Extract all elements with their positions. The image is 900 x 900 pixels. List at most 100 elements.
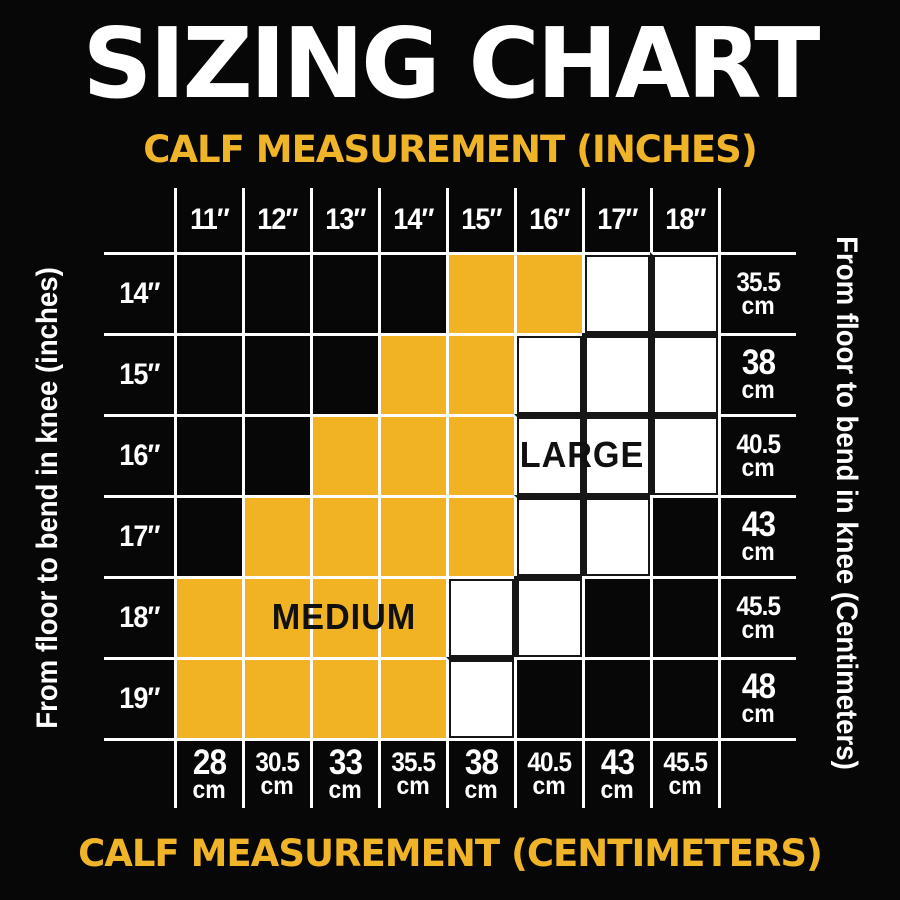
grid-cell <box>514 657 582 738</box>
row-label-text: 14″ <box>118 277 160 310</box>
cm-row-label: 48 cm <box>718 657 796 738</box>
cm-row-value: 48 <box>741 667 776 707</box>
cm-column-label: 33 cm <box>310 738 378 808</box>
grid-cell <box>650 414 718 495</box>
grid-cell <box>310 252 378 333</box>
column-header-label: 12″ <box>257 203 298 236</box>
cm-column-label: 45.5 cm <box>650 738 718 808</box>
row-label: 17″ <box>104 495 174 576</box>
header-corner-spacer <box>104 188 174 252</box>
grid-cell <box>310 333 378 414</box>
footer-corner-spacer <box>104 738 174 808</box>
cm-row-value: 38 <box>741 343 776 383</box>
row-label: 16″ <box>104 414 174 495</box>
grid-cell <box>310 495 378 576</box>
grid-cell <box>446 333 514 414</box>
grid-cell <box>650 333 718 414</box>
top-axis-title: CALF MEASUREMENT (INCHES) <box>143 128 758 171</box>
grid-cell <box>582 252 650 333</box>
grid-cell <box>650 576 718 657</box>
grid-cell <box>446 576 514 657</box>
cm-column-label: 35.5 cm <box>378 738 446 808</box>
grid-cell <box>378 252 446 333</box>
cm-column-value: 40.5 <box>527 747 573 778</box>
column-header: 15″ <box>446 188 514 252</box>
cm-row-value: 45.5 <box>736 590 782 621</box>
left-axis-title-container: From floor to bend in knee (inches) <box>8 188 88 808</box>
row-label: 18″ <box>104 576 174 657</box>
left-axis-title: From floor to bend in knee (inches) <box>31 267 65 729</box>
row-label-text: 15″ <box>118 358 160 391</box>
header-right-spacer <box>718 188 796 252</box>
row-label: 14″ <box>104 252 174 333</box>
grid-cell <box>514 252 582 333</box>
right-axis-title-container: From floor to bend in knee (Centimeters) <box>806 150 886 856</box>
cm-column-label: 40.5 cm <box>514 738 582 808</box>
cm-column-value: 30.5 <box>255 747 301 778</box>
grid-cell <box>650 495 718 576</box>
cm-column-label: 30.5 cm <box>242 738 310 808</box>
right-axis-title: From floor to bend in knee (Centimeters) <box>830 236 863 770</box>
cm-row-unit: cm <box>741 376 776 405</box>
grid-cell <box>446 495 514 576</box>
grid-cell <box>174 657 242 738</box>
cm-column-unit: cm <box>532 772 567 801</box>
cm-row-value: 43 <box>741 505 776 545</box>
grid-cell <box>446 657 514 738</box>
grid-cell <box>582 576 650 657</box>
cm-row-label: 35.5 cm <box>718 252 796 333</box>
cm-row-label: 45.5 cm <box>718 576 796 657</box>
column-header-label: 14″ <box>393 203 434 236</box>
cm-row-label: 43 cm <box>718 495 796 576</box>
grid-cell <box>582 333 650 414</box>
row-label-text: 16″ <box>118 439 160 472</box>
grid-cell <box>446 414 514 495</box>
column-header-label: 15″ <box>461 203 502 236</box>
cm-row-unit: cm <box>741 700 776 729</box>
page-title: SIZING CHART <box>82 7 821 120</box>
column-header-label: 18″ <box>665 203 706 236</box>
cm-column-label: 43 cm <box>582 738 650 808</box>
sizing-grid: 11″ 12″ 13″ 14″ 15″ 16″ 17″ 18″ 14″ 35.5 cm 15″ 38 cm… <box>104 188 796 808</box>
cm-row-unit: cm <box>741 538 776 567</box>
cm-row-label: 40.5 cm <box>718 414 796 495</box>
row-label-text: 19″ <box>118 682 160 715</box>
cm-column-unit: cm <box>600 775 635 804</box>
cm-column-unit: cm <box>260 772 295 801</box>
grid-cell <box>310 576 378 657</box>
column-header: 17″ <box>582 188 650 252</box>
column-header: 11″ <box>174 188 242 252</box>
cm-column-unit: cm <box>328 775 363 804</box>
grid-cell <box>174 495 242 576</box>
grid-cell <box>242 657 310 738</box>
column-header: 12″ <box>242 188 310 252</box>
grid-cell <box>174 414 242 495</box>
row-label-text: 18″ <box>118 601 160 634</box>
cm-column-value: 28 <box>192 742 227 782</box>
grid-cell <box>514 495 582 576</box>
grid-cell <box>650 252 718 333</box>
cm-row-unit: cm <box>741 453 776 482</box>
grid-cell <box>242 333 310 414</box>
grid-cell <box>378 495 446 576</box>
grid-cell <box>174 252 242 333</box>
grid-cell <box>378 333 446 414</box>
grid-cell <box>514 333 582 414</box>
column-header: 16″ <box>514 188 582 252</box>
grid-cell <box>310 414 378 495</box>
cm-column-label: 28 cm <box>174 738 242 808</box>
cm-row-value: 35.5 <box>736 266 782 297</box>
row-label: 15″ <box>104 333 174 414</box>
grid-cell <box>378 576 446 657</box>
cm-row-value: 40.5 <box>736 428 782 459</box>
column-header-label: 16″ <box>529 203 570 236</box>
grid-cell <box>378 414 446 495</box>
grid-cell <box>174 333 242 414</box>
cm-column-unit: cm <box>464 775 499 804</box>
grid-cell <box>446 252 514 333</box>
grid-cell <box>242 495 310 576</box>
grid-cell <box>242 252 310 333</box>
cm-column-value: 38 <box>464 742 499 782</box>
grid-cell <box>582 414 650 495</box>
